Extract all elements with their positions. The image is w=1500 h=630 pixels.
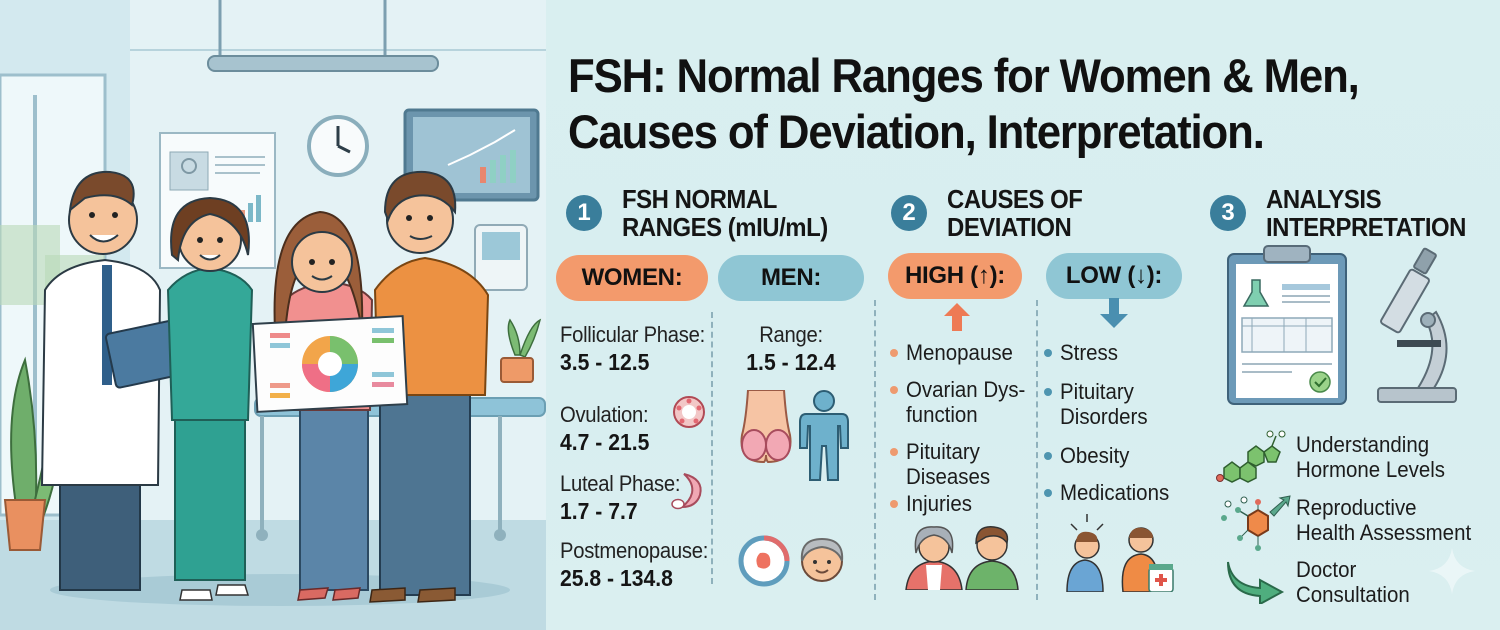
section-2-header: 2 CAUSES OF DEVIATION bbox=[891, 185, 1094, 241]
men-pill: MEN: bbox=[718, 255, 864, 301]
list-item: Injuries bbox=[888, 491, 1038, 516]
range-follicular: Follicular Phase: 3.5 - 12.5 bbox=[560, 322, 705, 375]
lab-report-microscope-icon bbox=[1227, 245, 1457, 405]
list-item: Ovarian Dys- function bbox=[888, 377, 1038, 427]
testes-icon bbox=[740, 390, 792, 464]
section-3-header: 3 ANALYSIS INTERPRETATION bbox=[1210, 185, 1483, 241]
list-item: Pituitary Diseases bbox=[888, 439, 1038, 489]
high-pill: HIGH (↑): bbox=[888, 253, 1022, 299]
section-divider bbox=[874, 300, 876, 600]
infographic-panel: FSH: Normal Ranges for Women & Men, Caus… bbox=[546, 0, 1500, 630]
interp-item-doctor-consultation: Doctor Consultation bbox=[1296, 557, 1410, 607]
clinic-illustration bbox=[0, 0, 546, 630]
ovum-follicle-icon bbox=[673, 396, 705, 428]
aging-clock-icon bbox=[738, 535, 790, 587]
high-causes-list: Menopause Ovarian Dys- function Pituitar… bbox=[888, 340, 1038, 528]
stress-obesity-medication-icon bbox=[1066, 514, 1174, 592]
high-low-divider bbox=[1036, 300, 1038, 600]
male-figure-icon bbox=[799, 390, 849, 481]
column-divider bbox=[711, 312, 713, 584]
list-item: Obesity bbox=[1042, 443, 1202, 468]
section-3-title: ANALYSIS INTERPRETATION bbox=[1266, 184, 1466, 242]
interp-item-reproductive-health: Reproductive Health Assessment bbox=[1296, 495, 1472, 545]
list-item: Pituitary Disorders bbox=[1042, 379, 1202, 429]
section-1-title: FSH NORMAL RANGES (mIU/mL) bbox=[622, 184, 828, 242]
range-luteal: Luteal Phase: 1.7 - 7.7 bbox=[560, 471, 681, 524]
interp-item-hormone-levels: Understanding Hormone Levels bbox=[1296, 432, 1445, 482]
elderly-woman-face-icon bbox=[800, 537, 844, 582]
arrow-up-icon bbox=[944, 303, 970, 331]
range-ovulation: Ovulation: 4.7 - 21.5 bbox=[560, 402, 650, 455]
section-2-title: CAUSES OF DEVIATION bbox=[947, 184, 1083, 242]
steroid-molecule-icon bbox=[1216, 430, 1286, 483]
sparkle-icon bbox=[1429, 548, 1475, 594]
section-1-header: 1 FSH NORMAL RANGES (mIU/mL) bbox=[566, 185, 846, 241]
list-item: Menopause bbox=[888, 340, 1038, 365]
molecule-arrow-icon bbox=[1221, 495, 1291, 551]
section-3-number-badge: 3 bbox=[1210, 195, 1246, 231]
clinic-scene-icon bbox=[0, 0, 546, 630]
range-men: Range: 1.5 - 12.4 bbox=[746, 322, 836, 375]
list-item: Stress bbox=[1042, 340, 1202, 365]
section-1-number-badge: 1 bbox=[566, 195, 602, 231]
list-item: Medications bbox=[1042, 480, 1202, 505]
section-2-number-badge: 2 bbox=[891, 195, 927, 231]
corpus-luteum-icon bbox=[671, 473, 702, 510]
menopause-people-icon bbox=[905, 526, 1019, 590]
arrow-down-icon bbox=[1100, 298, 1128, 328]
curved-arrow-icon bbox=[1227, 561, 1285, 604]
title-line-2: Causes of Deviation, Interpretation. bbox=[568, 105, 1265, 158]
women-pill: WOMEN: bbox=[556, 255, 708, 301]
low-causes-list: Stress Pituitary Disorders Obesity Medic… bbox=[1042, 340, 1202, 517]
range-postmenopause: Postmenopause: 25.8 - 134.8 bbox=[560, 538, 709, 591]
title-line-1: FSH: Normal Ranges for Women & Men, bbox=[568, 49, 1360, 102]
page-title: FSH: Normal Ranges for Women & Men, Caus… bbox=[568, 48, 1433, 160]
low-pill: LOW (↓): bbox=[1046, 253, 1182, 299]
